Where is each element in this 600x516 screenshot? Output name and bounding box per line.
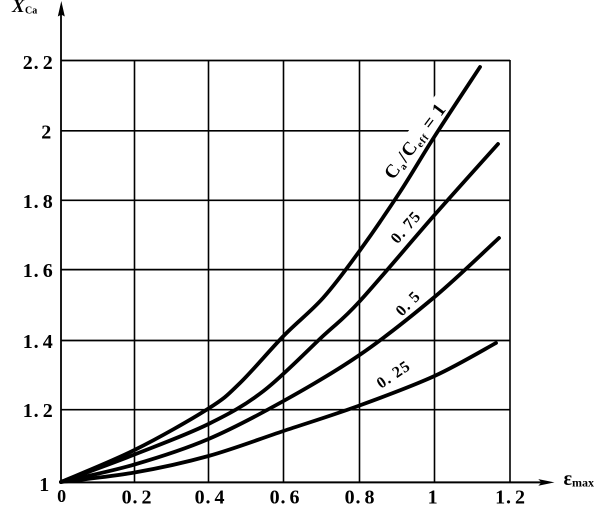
- svg-text:1. 6: 1. 6: [23, 260, 54, 282]
- svg-text:1: 1: [428, 487, 439, 509]
- svg-text:2. 2: 2. 2: [23, 52, 54, 74]
- svg-text:max: max: [572, 476, 594, 490]
- svg-text:X: X: [11, 0, 26, 17]
- svg-text:ε: ε: [564, 468, 573, 490]
- svg-text:1. 2: 1. 2: [23, 400, 54, 422]
- svg-text:1: 1: [39, 474, 50, 496]
- svg-text:0. 4: 0. 4: [195, 487, 226, 509]
- svg-text:1. 4: 1. 4: [23, 331, 54, 353]
- svg-text:0. 2: 0. 2: [122, 487, 153, 509]
- svg-text:Ca: Ca: [25, 6, 37, 17]
- svg-text:1. 8: 1. 8: [23, 191, 54, 213]
- svg-text:0. 6: 0. 6: [270, 487, 301, 509]
- svg-text:0. 8: 0. 8: [345, 487, 376, 509]
- svg-text:1. 2: 1. 2: [495, 487, 526, 509]
- svg-text:2: 2: [41, 121, 52, 143]
- svg-text:0: 0: [57, 486, 67, 506]
